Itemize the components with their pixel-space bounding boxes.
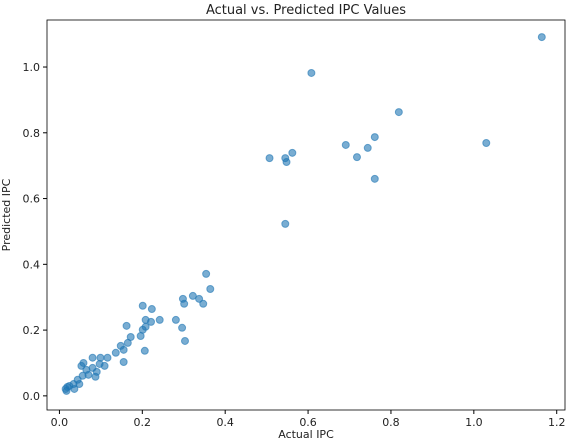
point (288, 148, 297, 157)
point (202, 269, 211, 278)
point (123, 338, 132, 347)
point (199, 299, 208, 308)
point (265, 154, 274, 163)
point (281, 219, 290, 228)
x-tick-label: 0.2 (134, 416, 152, 429)
point (100, 361, 109, 370)
plot-frame (46, 19, 566, 411)
point (352, 153, 361, 162)
point (103, 353, 112, 362)
point (88, 363, 97, 372)
x-tick-label: 0.4 (216, 416, 234, 429)
point (341, 140, 350, 149)
y-tick-label: 0.8 (23, 127, 41, 140)
point (111, 348, 120, 357)
point (363, 143, 372, 152)
x-tick-label: 0.0 (51, 416, 69, 429)
point (188, 291, 197, 300)
point (138, 301, 147, 310)
point (180, 299, 189, 308)
y-tick-label: 0.0 (23, 390, 41, 403)
point (119, 345, 128, 354)
point (171, 315, 180, 324)
point (537, 33, 546, 42)
point (91, 372, 100, 381)
point (370, 133, 379, 142)
point (155, 315, 164, 324)
point (77, 361, 86, 370)
point (147, 305, 156, 314)
y-tick-label: 0.6 (23, 193, 41, 206)
y-tick-label: 0.4 (23, 258, 41, 271)
point (119, 357, 128, 366)
point (70, 384, 79, 393)
point (136, 332, 145, 341)
point (147, 317, 156, 326)
point (394, 108, 403, 117)
x-axis-label: Actual IPC (278, 428, 334, 441)
x-tick-label: 1.2 (548, 416, 566, 429)
point (122, 321, 131, 330)
chart-title: Actual vs. Predicted IPC Values (206, 3, 406, 18)
y-tick-label: 0.2 (23, 324, 41, 337)
point (282, 158, 291, 167)
point (180, 336, 189, 345)
point (370, 174, 379, 183)
point (206, 284, 215, 293)
y-axis-label: Predicted IPC (0, 178, 13, 251)
y-tick-label: 1.0 (23, 61, 41, 74)
point (178, 323, 187, 332)
point (140, 346, 149, 355)
point (307, 68, 316, 77)
x-tick-label: 0.6 (299, 416, 317, 429)
point (482, 138, 491, 147)
point (62, 386, 71, 395)
x-tick-label: 1.0 (465, 416, 483, 429)
point (88, 353, 97, 362)
x-tick-label: 0.8 (382, 416, 400, 429)
